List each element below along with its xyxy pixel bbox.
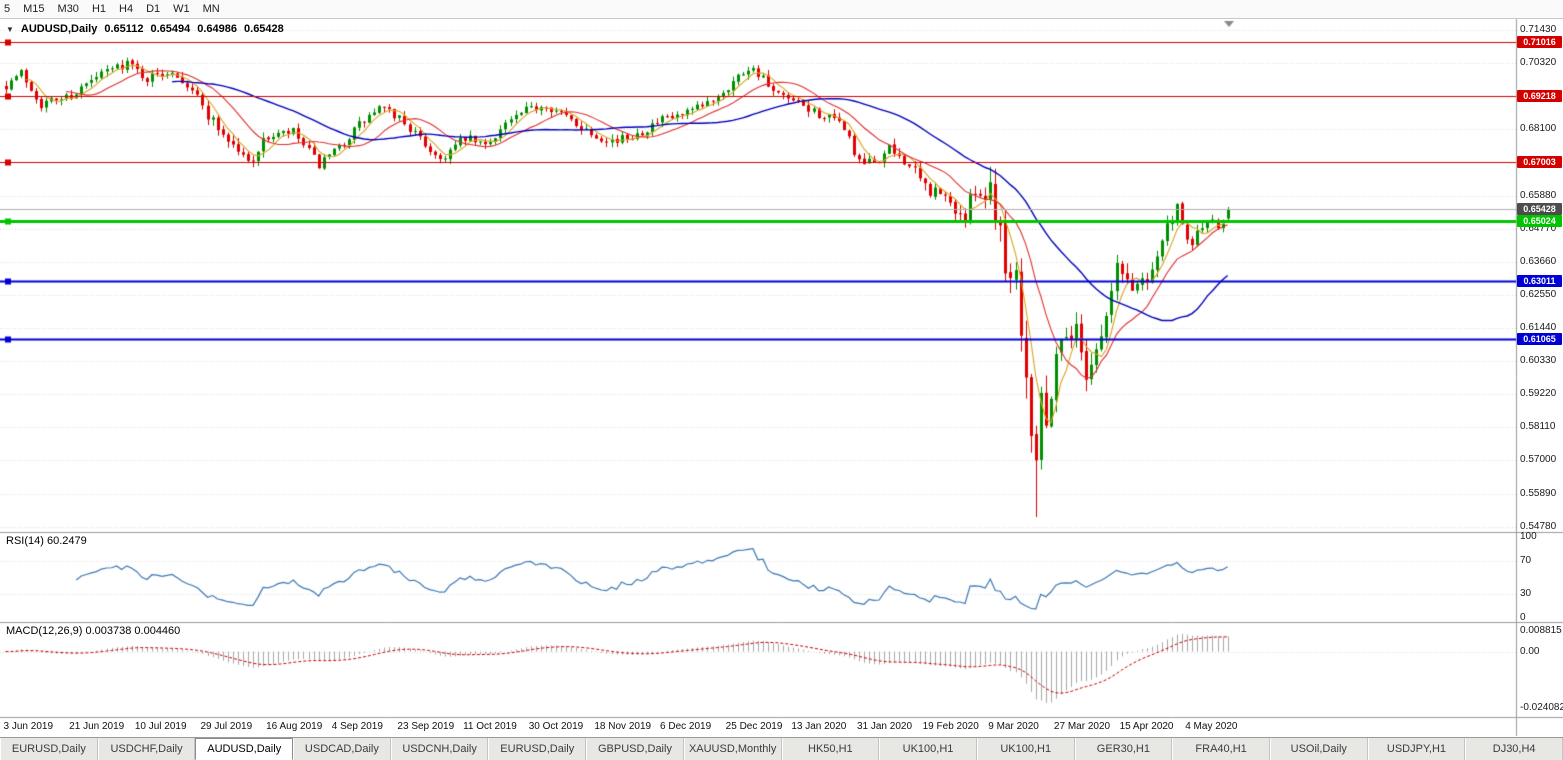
price-tick-label: 0.60330	[1520, 355, 1557, 367]
timeframe-button-5[interactable]: 5	[4, 2, 11, 15]
timeframe-button-h1[interactable]: H1	[91, 2, 106, 15]
price-tick-label: 0.68100	[1520, 123, 1557, 135]
rsi-indicator-label: RSI(14) 60.2479	[6, 535, 87, 547]
current-price-label: 0.65428	[1517, 203, 1562, 216]
chart-tab-hk50-h1[interactable]: HK50,H1	[781, 738, 880, 760]
date-label: 18 Nov 2019	[594, 721, 652, 732]
chart-tab-usdchf-daily[interactable]: USDCHF,Daily	[97, 738, 196, 760]
time-axis[interactable]: 3 Jun 2019 21 Jun 2019 10 Jul 2019 29 Jul 2…	[0, 718, 1516, 736]
date-label: 29 Jul 2019	[200, 721, 253, 732]
timeframe-button-m30[interactable]: M30	[57, 2, 79, 15]
macd-tick-label: 0.008815	[1520, 624, 1562, 636]
date-label: 19 Feb 2020	[922, 721, 979, 732]
chart-tab-audusd-daily[interactable]: AUDUSD,Daily	[195, 738, 294, 760]
chart-ohlc-header: ▼ AUDUSD,Daily 0.65112 0.65494 0.64986 0…	[6, 23, 284, 35]
chart-tab-xauusd-monthly[interactable]: XAUUSD,Monthly	[683, 738, 782, 760]
chart-tab-uk100-h1[interactable]: UK100,H1	[879, 738, 977, 760]
ohlc-close: 0.65428	[244, 23, 284, 35]
chart-symbol-period: AUDUSD,Daily	[20, 23, 98, 35]
date-label: 11 Oct 2019	[463, 721, 517, 732]
timeframe-button-d1[interactable]: D1	[146, 2, 161, 15]
timeframe-button-w1[interactable]: W1	[173, 2, 190, 15]
chart-tab-ger30-h1[interactable]: GER30,H1	[1074, 738, 1173, 760]
price-tick-label: 0.70320	[1520, 57, 1557, 69]
chart-tab-dj30-h4[interactable]: DJ30,H4	[1465, 738, 1563, 760]
rsi-tick-label: 0	[1520, 612, 1526, 623]
rsi-tick-label: 70	[1520, 555, 1532, 567]
price-tick-label: 0.54780	[1520, 520, 1557, 532]
price-tick-label: 0.64770	[1520, 222, 1557, 234]
date-label: 23 Sep 2019	[397, 721, 455, 732]
price-axis[interactable]: 0.54780 0.55890 0.57000 0.58110 0.59220 0.603…	[1517, 0, 1563, 760]
price-tick-label: 0.58110	[1520, 421, 1556, 433]
chart-tab-fra40-h1[interactable]: FRA40,H1	[1172, 738, 1270, 760]
price-tick-label: 0.71430	[1520, 24, 1557, 36]
rsi-tick-label: 30	[1520, 587, 1532, 599]
date-label: 27 Mar 2020	[1053, 721, 1111, 732]
chart-tab-eurusd-daily[interactable]: EURUSD,Daily	[488, 738, 587, 760]
date-label: 13 Jan 2020	[791, 721, 847, 732]
price-tick-label: 0.55890	[1520, 487, 1557, 499]
chart-tab-usoil-daily[interactable]: USOil,Daily	[1269, 738, 1368, 760]
hline-price-label[interactable]: 0.71016	[1517, 36, 1562, 49]
date-label: 9 Mar 2020	[988, 721, 1039, 732]
symbol-dropdown-icon[interactable]: ▼	[6, 24, 14, 34]
date-label: 31 Jan 2020	[856, 721, 913, 732]
macd-indicator-label: MACD(12,26,9) 0.003738 0.004460	[6, 625, 181, 637]
hline-price-label[interactable]: 0.67003	[1517, 156, 1562, 169]
chart-tab-usdcnh-daily[interactable]: USDCNH,Daily	[390, 738, 489, 760]
hline-price-label[interactable]: 0.61065	[1517, 333, 1562, 346]
date-label: 30 Oct 2019	[528, 721, 584, 732]
timeframe-toolbar: 5 M15 M30 H1 H4 D1 W1 MN	[0, 0, 1563, 19]
price-tick-label: 0.63660	[1520, 255, 1557, 267]
date-label: 25 Dec 2019	[725, 721, 783, 732]
rsi-tick-label: 100	[1520, 531, 1537, 542]
chart-tab-gbpusd-daily[interactable]: GBPUSD,Daily	[586, 738, 684, 760]
price-tick-label: 0.65880	[1520, 189, 1557, 201]
chart-tab-uk100-h1[interactable]: UK100,H1	[976, 738, 1075, 760]
date-label: 21 Jun 2019	[69, 721, 125, 732]
price-tick-label: 0.61440	[1520, 321, 1557, 333]
chart-tab-usdjpy-h1[interactable]: USDJPY,H1	[1367, 738, 1466, 760]
timeframe-button-mn[interactable]: MN	[202, 2, 220, 15]
hline-price-label[interactable]: 0.63011	[1517, 275, 1562, 288]
chart-tab-usdcad-daily[interactable]: USDCAD,Daily	[293, 738, 391, 760]
hline-price-label[interactable]: 0.69218	[1517, 90, 1562, 102]
timeframe-button-m15[interactable]: M15	[23, 2, 45, 15]
ohlc-high: 0.65494	[150, 23, 191, 35]
chart-tabs-bar: EURUSD,Daily USDCHF,Daily AUDUSD,Daily USDC…	[0, 737, 1563, 760]
price-tick-label: 0.59220	[1520, 388, 1557, 400]
timeframe-button-h4[interactable]: H4	[119, 2, 134, 15]
date-label: 16 Aug 2019	[266, 721, 323, 732]
macd-tick-label: -0.024082	[1520, 702, 1563, 714]
date-label: 4 Sep 2019	[331, 721, 383, 732]
date-label: 4 May 2020	[1185, 721, 1238, 732]
price-tick-label: 0.62550	[1520, 288, 1557, 300]
date-label: 10 Jul 2019	[134, 721, 187, 732]
date-label: 3 Jun 2019	[3, 721, 54, 732]
ohlc-open: 0.65112	[104, 23, 144, 35]
macd-tick-label: 0.00	[1520, 645, 1540, 657]
ohlc-low: 0.64986	[197, 23, 238, 35]
price-tick-label: 0.57000	[1520, 454, 1557, 466]
date-label: 15 Apr 2020	[1119, 721, 1174, 732]
hline-price-label[interactable]: 0.65024	[1517, 215, 1562, 228]
date-label: 6 Dec 2019	[660, 721, 712, 732]
chart-tab-eurusd-daily[interactable]: EURUSD,Daily	[0, 738, 98, 760]
